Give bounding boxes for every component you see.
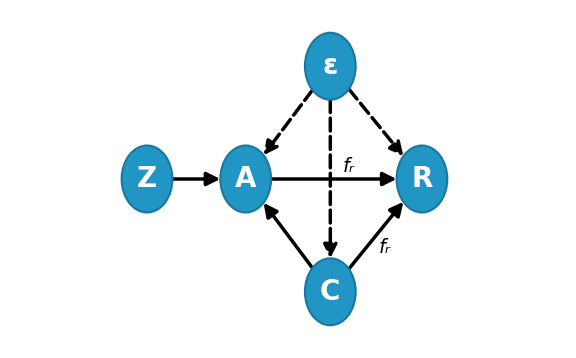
Text: A: A — [235, 165, 256, 193]
Text: fᵣ: fᵣ — [343, 157, 355, 176]
FancyArrowPatch shape — [172, 173, 217, 185]
Ellipse shape — [396, 145, 448, 213]
Ellipse shape — [305, 258, 355, 325]
FancyArrowPatch shape — [349, 205, 401, 269]
Ellipse shape — [122, 145, 172, 213]
Text: fᵣ: fᵣ — [379, 238, 391, 257]
Ellipse shape — [221, 145, 271, 213]
FancyArrowPatch shape — [325, 100, 336, 255]
Ellipse shape — [305, 33, 355, 100]
Text: C: C — [320, 278, 340, 306]
FancyArrowPatch shape — [266, 90, 312, 152]
Text: ε: ε — [323, 52, 338, 80]
Text: R: R — [411, 165, 433, 193]
FancyArrowPatch shape — [349, 89, 401, 153]
FancyArrowPatch shape — [266, 206, 312, 268]
Text: Z: Z — [137, 165, 157, 193]
FancyArrowPatch shape — [271, 173, 393, 185]
